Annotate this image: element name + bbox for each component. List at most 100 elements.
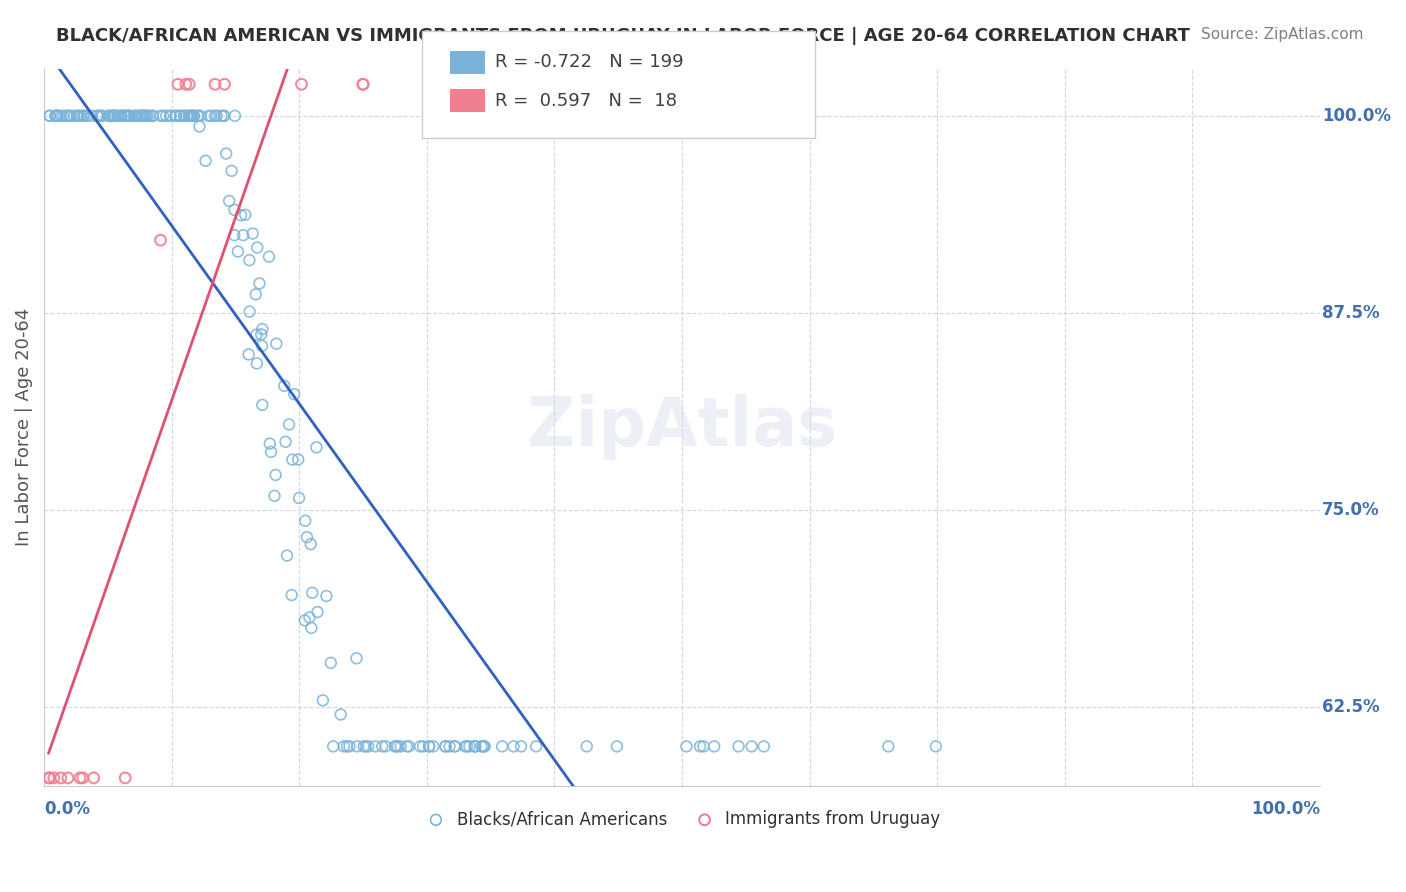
Text: 87.5%: 87.5% (1323, 304, 1381, 322)
Point (877, 739, 900, 754)
Point (364, 739, 387, 754)
Point (260, 445, 283, 459)
Point (180, 109, 202, 123)
Point (357, 739, 380, 754)
Point (204, 77, 226, 91)
Point (86, 109, 108, 123)
Point (152, 109, 174, 123)
Point (204, 109, 226, 123)
Point (315, 589, 337, 603)
Point (138, 109, 160, 123)
Point (353, 739, 375, 754)
Point (307, 605, 329, 619)
Point (52, 109, 75, 123)
Point (287, 452, 309, 467)
Text: 0.0%: 0.0% (44, 800, 90, 818)
Point (439, 739, 461, 754)
Point (339, 739, 361, 754)
Point (149, 109, 172, 123)
Point (131, 109, 153, 123)
Point (101, 109, 124, 123)
Point (42, 771, 65, 785)
Point (59, 109, 82, 123)
Point (389, 739, 412, 754)
Point (233, 208, 256, 222)
Point (510, 739, 533, 754)
Point (352, 77, 374, 91)
Point (134, 109, 156, 123)
Point (124, 109, 146, 123)
Point (299, 537, 322, 551)
Point (727, 739, 749, 754)
Point (127, 109, 149, 123)
Point (179, 109, 201, 123)
Point (221, 164, 243, 178)
Point (259, 436, 281, 450)
Point (214, 77, 236, 91)
Point (187, 109, 209, 123)
Point (263, 489, 285, 503)
Point (252, 398, 274, 412)
Point (128, 109, 150, 123)
Point (167, 77, 190, 91)
Point (752, 739, 775, 754)
Point (464, 739, 486, 754)
Point (215, 146, 238, 161)
Point (312, 693, 335, 707)
Text: 62.5%: 62.5% (1323, 698, 1381, 716)
Point (110, 109, 132, 123)
Point (245, 327, 267, 342)
Point (179, 77, 201, 91)
Point (212, 109, 235, 123)
Point (299, 621, 322, 635)
Point (124, 109, 146, 123)
Point (224, 228, 246, 243)
Point (273, 379, 295, 393)
Point (114, 771, 136, 785)
Point (464, 739, 486, 754)
Point (301, 586, 323, 600)
Point (69, 771, 91, 785)
Point (107, 109, 129, 123)
Point (104, 109, 127, 123)
Text: 100.0%: 100.0% (1251, 800, 1320, 818)
Point (276, 549, 298, 563)
Point (322, 739, 344, 754)
Point (38, 109, 60, 123)
Point (249, 277, 271, 291)
Point (134, 109, 156, 123)
Point (190, 109, 212, 123)
Point (238, 253, 260, 268)
Point (165, 109, 187, 123)
Point (472, 739, 495, 754)
Point (187, 109, 209, 123)
Point (491, 739, 513, 754)
Point (224, 202, 246, 217)
Point (198, 109, 221, 123)
Point (89, 109, 111, 123)
Text: R =  0.597   N =  18: R = 0.597 N = 18 (495, 92, 676, 110)
Point (180, 109, 202, 123)
Point (281, 452, 304, 467)
Point (294, 514, 316, 528)
Point (384, 739, 406, 754)
Point (80, 109, 103, 123)
Point (384, 739, 406, 754)
Point (72, 109, 94, 123)
Point (211, 109, 233, 123)
Point (49, 109, 72, 123)
Point (56, 109, 79, 123)
Point (110, 109, 132, 123)
Point (352, 77, 374, 91)
Point (114, 109, 136, 123)
Point (45, 109, 67, 123)
Point (173, 109, 195, 123)
Point (56, 771, 79, 785)
Point (118, 109, 141, 123)
Point (132, 109, 155, 123)
Point (91, 109, 114, 123)
Text: BLACK/AFRICAN AMERICAN VS IMMIGRANTS FROM URUGUAY IN LABOR FORCE | AGE 20-64 COR: BLACK/AFRICAN AMERICAN VS IMMIGRANTS FRO… (56, 27, 1189, 45)
Point (104, 109, 127, 123)
Point (142, 109, 165, 123)
Point (319, 656, 342, 670)
